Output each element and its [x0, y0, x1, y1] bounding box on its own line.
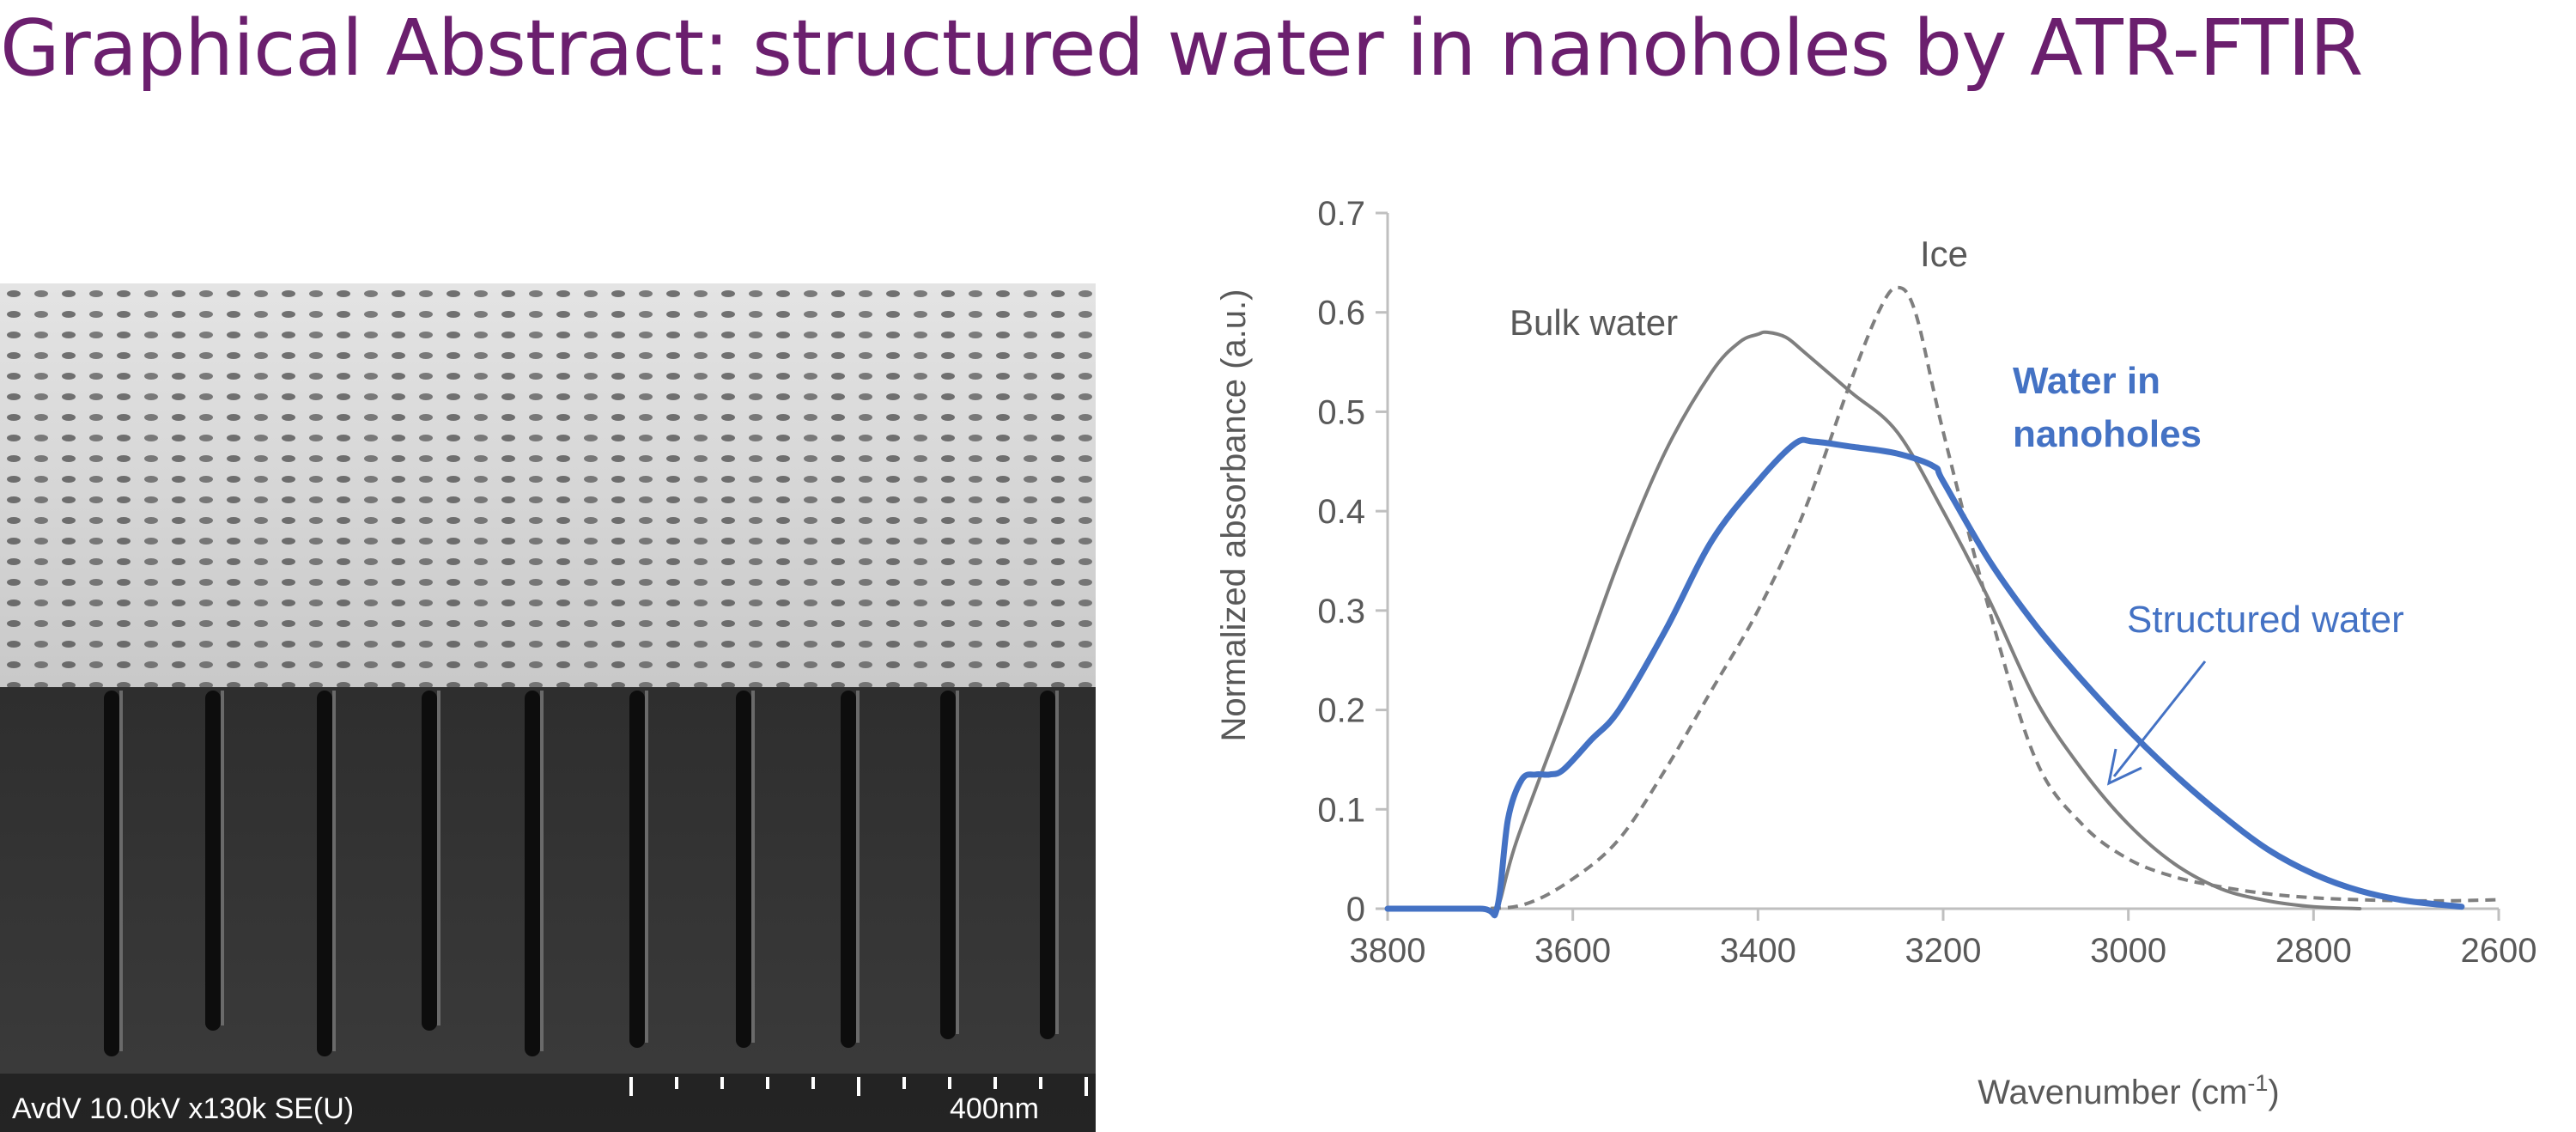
ice-label: Ice: [1920, 234, 1968, 274]
x-tick-label: 3200: [1905, 932, 1982, 970]
structured-water-label: Structured water: [2127, 599, 2404, 641]
nanoholes-label-line1: Water in: [2013, 360, 2160, 402]
sem-channel: [525, 691, 540, 1056]
x-axis-label-main: Wavenumber (cm: [1978, 1074, 2247, 1111]
sem-channel: [1040, 691, 1055, 1039]
y-tick-label: 0.2: [1317, 692, 1365, 730]
sem-channel-edge: [956, 691, 959, 1034]
y-axis-label: Normalized absorbance (a.u.): [1215, 289, 1253, 742]
sem-channel-edge: [751, 691, 755, 1043]
x-tick-label: 3400: [1720, 932, 1796, 970]
y-tick-label: 0.5: [1317, 393, 1365, 431]
x-axis-label: Wavenumber (cm-1): [1978, 1070, 2279, 1111]
sem-caption: AvdV 10.0kV x130k SE(U): [12, 1092, 354, 1125]
sem-channel-edge: [540, 691, 544, 1051]
y-tick-label: 0.1: [1317, 791, 1365, 829]
slide-title: Graphical Abstract: structured water in …: [0, 3, 2363, 94]
y-tick-label: 0.6: [1317, 295, 1365, 332]
structured-water-arrow: [2106, 660, 2207, 786]
chart-axes: 0 0.1 0.2 0.3 0.4 0.5 0.6 0.7 3800 3600 3400 3200 30…: [1317, 195, 2537, 970]
x-tick-label: 3000: [2090, 932, 2166, 970]
nanoholes-label-line2: nanoholes: [2013, 413, 2202, 455]
sem-info-bar: [0, 1074, 1096, 1132]
series-line-bulk-water: [1386, 330, 2362, 916]
sem-channel: [422, 691, 437, 1031]
sem-channel: [104, 691, 119, 1056]
sem-channel-edge: [437, 691, 440, 1025]
sem-channel-edge: [332, 691, 336, 1051]
sem-channel-edge: [119, 691, 123, 1051]
sem-scale-bar: [629, 1077, 1088, 1096]
series-line-water-in-nanoholes: [1384, 436, 2465, 919]
sem-channel: [317, 691, 332, 1056]
x-tick-label: 3600: [1534, 932, 1611, 970]
sem-scale-label: 400nm: [950, 1092, 1039, 1125]
sem-cross-section: [0, 687, 1096, 1132]
sem-surface-holes: [0, 283, 1096, 687]
sem-channel: [736, 691, 751, 1048]
y-tick-label: 0.3: [1317, 593, 1365, 630]
x-tick-label: 2800: [2275, 932, 2352, 970]
y-tick-label: 0: [1346, 891, 1365, 928]
sem-channel: [940, 691, 956, 1039]
series-line-ice: [1387, 285, 2500, 911]
y-tick-label: 0.4: [1317, 493, 1365, 531]
sem-channel: [841, 691, 856, 1048]
sem-micrograph: AvdV 10.0kV x130k SE(U) 400nm: [0, 283, 1096, 1132]
absorbance-chart: 0 0.1 0.2 0.3 0.4 0.5 0.6 0.7 3800 3600 3400 3200 30…: [1116, 163, 2576, 1132]
bulk-water-label: Bulk water: [1510, 302, 1678, 343]
sem-channel-edge: [1055, 691, 1059, 1034]
sem-channel-edge: [221, 691, 224, 1025]
x-tick-label: 2600: [2461, 932, 2537, 970]
sem-channel: [205, 691, 221, 1031]
sem-channel-edge: [645, 691, 648, 1043]
chart-series: [1384, 285, 2500, 919]
x-axis-label-end: ): [2268, 1074, 2279, 1111]
x-tick-label: 3800: [1350, 932, 1426, 970]
sem-channel: [629, 691, 645, 1048]
x-axis-label-sup: -1: [2247, 1070, 2268, 1096]
y-tick-label: 0.7: [1317, 195, 1365, 233]
sem-channel-edge: [856, 691, 860, 1043]
sem-channels: [104, 691, 1059, 1056]
